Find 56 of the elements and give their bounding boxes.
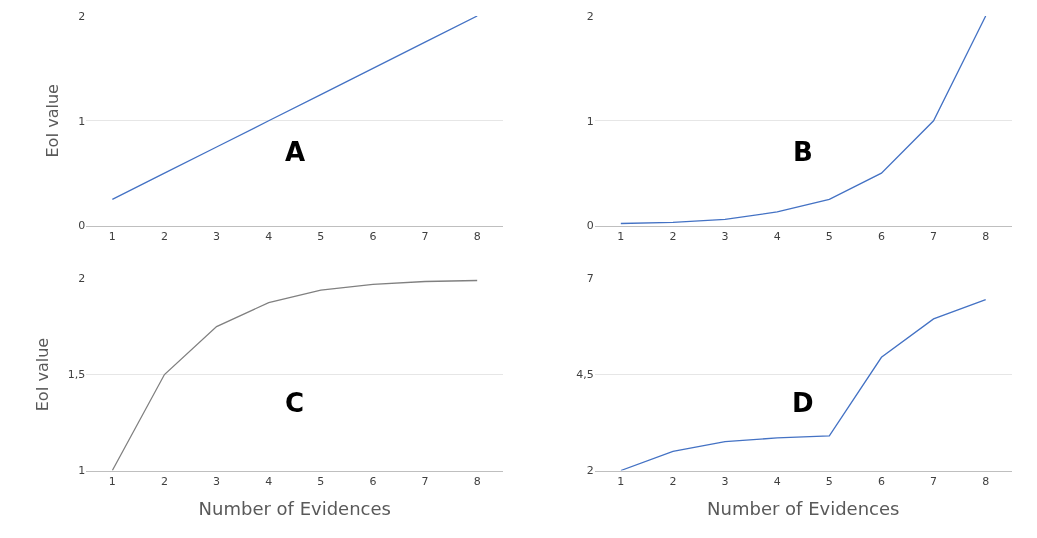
- x-tick-label: 6: [369, 229, 377, 243]
- x-axis-title: Number of Evidences: [707, 497, 900, 519]
- x-tick-label: 2: [669, 474, 677, 488]
- y-tick-label: 0: [78, 219, 86, 233]
- x-tick-label: 4: [265, 474, 273, 488]
- annotation: D: [792, 388, 814, 418]
- annotation: C: [285, 388, 305, 418]
- y-axis-title: EoI value: [43, 84, 63, 158]
- x-tick-label: 3: [721, 229, 729, 243]
- y-tick-label: 2: [78, 9, 86, 23]
- y-tick-label: 2: [586, 464, 594, 478]
- x-tick-label: 1: [108, 229, 116, 243]
- x-tick-label: 3: [721, 474, 729, 488]
- x-tick-label: 5: [825, 474, 833, 488]
- x-tick-label: 4: [265, 229, 273, 243]
- x-tick-label: 8: [473, 229, 481, 243]
- x-tick-label: 6: [877, 474, 885, 488]
- y-tick-label: 4,5: [576, 368, 594, 382]
- x-tick-label: 7: [930, 229, 938, 243]
- y-tick-label: 1,5: [67, 368, 86, 382]
- x-tick-label: 1: [617, 474, 625, 488]
- x-tick-label: 7: [421, 474, 429, 488]
- x-tick-label: 7: [930, 474, 938, 488]
- x-tick-label: 6: [877, 229, 885, 243]
- x-tick-label: 8: [982, 474, 990, 488]
- y-tick-label: 0: [586, 219, 594, 233]
- x-tick-label: 2: [160, 229, 168, 243]
- x-tick-label: 5: [317, 229, 325, 243]
- y-tick-label: 1: [586, 114, 594, 128]
- y-axis-title: EoI value: [32, 337, 52, 412]
- x-tick-label: 5: [317, 474, 325, 488]
- line-series: [111, 279, 478, 471]
- x-tick-label: 1: [108, 474, 116, 488]
- line-series: [620, 299, 987, 471]
- x-tick-label: 2: [669, 229, 677, 243]
- line-series: [111, 16, 478, 201]
- x-tick-label: 4: [773, 474, 781, 488]
- x-tick-label: 2: [160, 474, 168, 488]
- x-tick-label: 3: [213, 474, 221, 488]
- y-tick-label: 1: [78, 464, 86, 478]
- line-series: [620, 16, 987, 225]
- x-tick-label: 5: [825, 229, 833, 243]
- x-tick-label: 4: [773, 229, 781, 243]
- annotation: A: [285, 137, 306, 167]
- annotation: B: [793, 137, 813, 167]
- x-tick-label: 7: [421, 229, 429, 243]
- y-tick-label: 1: [78, 114, 86, 128]
- x-tick-label: 8: [473, 474, 481, 488]
- y-tick-label: 7: [586, 272, 594, 286]
- x-tick-label: 3: [213, 229, 221, 243]
- y-tick-label: 2: [586, 9, 594, 23]
- x-axis-title: Number of Evidences: [198, 497, 391, 519]
- y-tick-label: 2: [78, 272, 86, 286]
- x-tick-label: 8: [982, 229, 990, 243]
- x-tick-label: 1: [617, 229, 625, 243]
- x-tick-label: 6: [369, 474, 377, 488]
